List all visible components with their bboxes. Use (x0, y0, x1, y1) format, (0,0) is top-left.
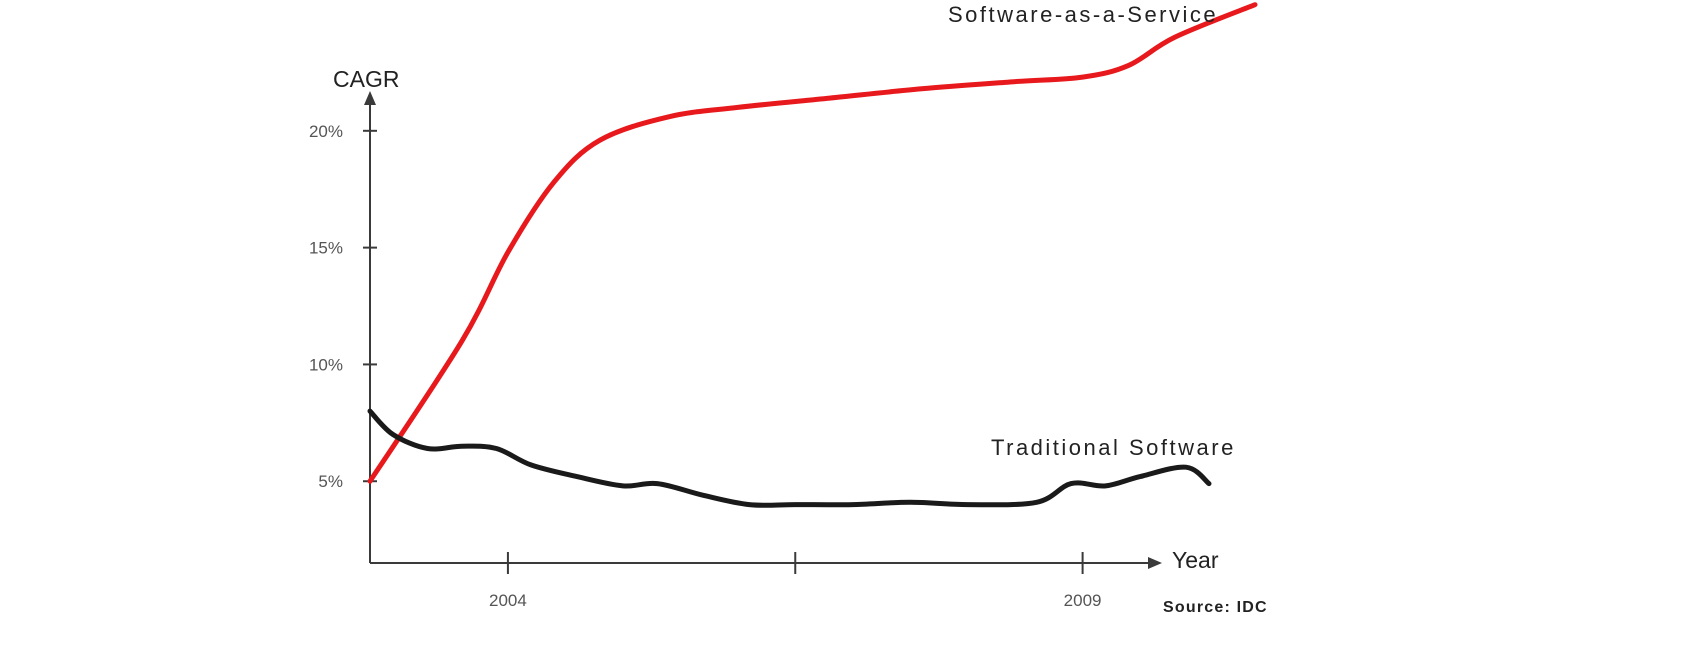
series-lines (367, 2, 1258, 508)
y-tick-label: 20% (309, 122, 343, 141)
y-axis-title: CAGR (333, 66, 399, 92)
y-ticks: 5% 10% 15% 20% (309, 122, 377, 491)
x-ticks: 2004 2009 (489, 552, 1102, 610)
series-label-saas: Software-as-a-Service (948, 2, 1218, 27)
x-tick-label: 2004 (489, 591, 527, 610)
axes (364, 91, 1162, 569)
series-label-traditional: Traditional Software (991, 435, 1236, 460)
source-label: Source: IDC (1163, 599, 1268, 616)
series-line-saas (367, 2, 1258, 484)
y-tick-label: 15% (309, 239, 343, 258)
x-axis-title: Year (1172, 547, 1219, 573)
x-tick-label: 2009 (1064, 591, 1102, 610)
series-line-traditional (367, 408, 1212, 508)
y-axis-arrow-icon (364, 91, 376, 105)
y-tick-label: 10% (309, 355, 343, 374)
x-axis-arrow-icon (1148, 557, 1162, 569)
y-tick-label: 5% (318, 472, 343, 491)
